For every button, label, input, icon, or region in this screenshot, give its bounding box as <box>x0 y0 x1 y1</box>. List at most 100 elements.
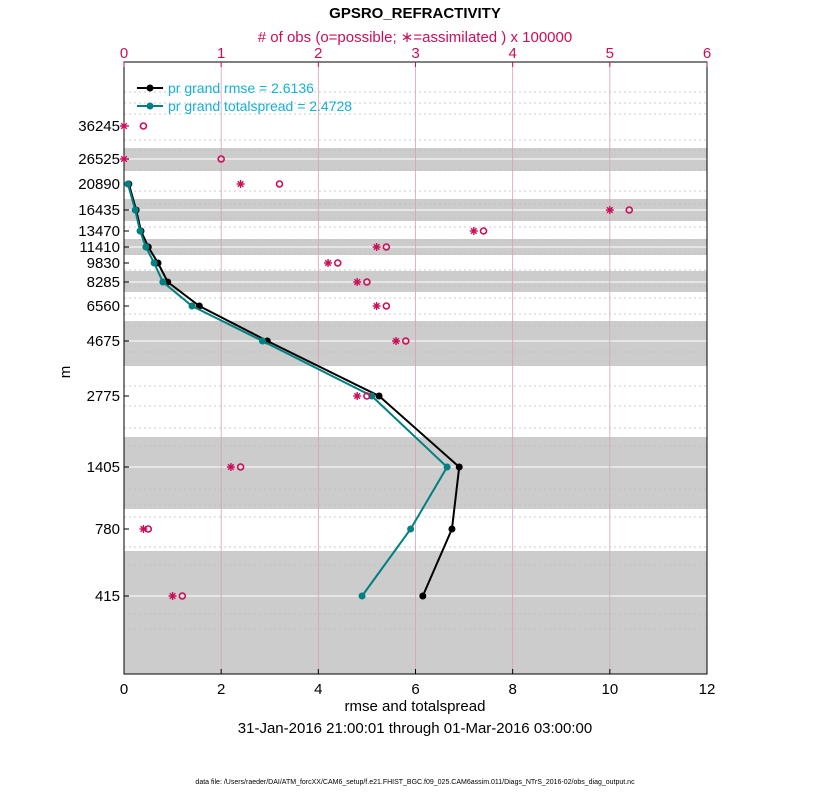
x-tick-label-6: 12 <box>699 681 716 698</box>
obs-assimilated-13 <box>168 592 177 600</box>
asterisk-stroke-3 <box>373 243 380 251</box>
data-file-footer: data file: /Users/raeder/DAI/ATM_forcXX/… <box>195 779 635 786</box>
y-tick-label-4: 13470 <box>78 223 120 240</box>
y-tick-label-8: 6560 <box>87 298 120 315</box>
series-0-point-11 <box>455 463 463 471</box>
obs-possible-8 <box>382 302 391 310</box>
y-tick-label-0: 36245 <box>78 118 120 135</box>
y-tick-label-6: 9830 <box>87 255 120 272</box>
x-axis-label: rmse and totalspread <box>345 698 486 715</box>
obs-possible-10 <box>363 392 371 400</box>
axis-ticks: 0 2 4 6 8 10 120 1 2 3 4 5 6362452652520890164351347… <box>78 45 715 698</box>
legend-spread-marker <box>146 102 154 110</box>
series-0-point-13 <box>419 592 427 600</box>
y-tick-label-13: 415 <box>95 588 120 605</box>
legend-spread-label: pr grand totalspread = 2.4728 <box>168 98 352 114</box>
obs-markers <box>120 122 634 600</box>
y-tick-label-7: 8285 <box>87 274 120 291</box>
obs-possible-4 <box>479 227 488 235</box>
series-1-point-9 <box>258 337 266 345</box>
top-tick-label-0: 0 <box>120 45 128 62</box>
obs-zero-assimilated-0 <box>120 122 128 130</box>
asterisk-stroke-3 <box>120 122 128 130</box>
obs-assimilated-4 <box>469 227 478 235</box>
chart-title: GPSRO_REFRACTIVITY <box>329 5 501 22</box>
asterisk-stroke-3 <box>324 259 332 267</box>
y-tick-label-12: 780 <box>95 521 120 538</box>
obs-possible-2 <box>275 180 284 188</box>
asterisk-stroke-3 <box>606 206 614 214</box>
x-tick-label-5: 10 <box>601 681 618 698</box>
series-1-point-3 <box>131 206 139 214</box>
x-tick-label-0: 0 <box>120 681 128 698</box>
obs-zero-assimilated-1 <box>120 155 128 163</box>
x-tick-label-2: 4 <box>314 681 322 698</box>
obs-assimilated-9 <box>392 337 401 345</box>
top-tick-label-4: 4 <box>508 45 516 62</box>
y-tick-label-11: 1405 <box>87 459 120 476</box>
series-1-point-11 <box>443 463 451 471</box>
obs-assimilated-6 <box>324 259 333 267</box>
series-1-point-13 <box>358 592 366 600</box>
obs-assimilated-7 <box>353 278 362 286</box>
asterisk-stroke-3 <box>140 525 147 533</box>
series-line-1 <box>126 183 449 597</box>
series-0-point-12 <box>448 525 456 533</box>
series-1-point-7 <box>159 278 167 286</box>
obs-assimilated-10 <box>353 392 362 400</box>
y-tick-label-5: 11410 <box>79 239 120 256</box>
obs-possible-13 <box>178 592 187 600</box>
y-tick-label-9: 4675 <box>87 333 120 350</box>
obs-possible-7 <box>363 278 371 286</box>
obs-possible-6 <box>333 259 342 267</box>
y-tick-label-2: 20890 <box>78 176 120 193</box>
x-tick-label-4: 8 <box>508 681 516 698</box>
y-tick-label-10: 2775 <box>87 388 120 405</box>
asterisk-stroke-3 <box>227 463 235 471</box>
series-1-point-12 <box>407 525 415 533</box>
series-lines <box>124 180 463 600</box>
legend: pr grand rmse = 2.6136 pr grand totalspr… <box>137 80 352 114</box>
series-1-point-2 <box>124 180 132 188</box>
top-tick-label-1: 1 <box>217 45 225 62</box>
series-1-point-5 <box>142 243 150 251</box>
obs-possible-3 <box>625 206 634 214</box>
top-tick-label-6: 6 <box>703 45 711 62</box>
y-tick-label-3: 16435 <box>78 202 120 219</box>
series-1-point-8 <box>188 302 196 310</box>
top-tick-label-3: 3 <box>411 45 419 62</box>
obs-possible-0 <box>139 122 148 130</box>
asterisk-stroke-3 <box>470 227 478 235</box>
x-tick-label-1: 2 <box>217 681 225 698</box>
obs-assimilated-3 <box>605 206 614 214</box>
series-1-point-4 <box>136 227 144 235</box>
obs-assimilated-2 <box>236 180 245 188</box>
obs-assimilated-11 <box>226 463 235 471</box>
top-tick-label-5: 5 <box>606 45 614 62</box>
top-axis-label: # of obs (o=possible; ∗=assimilated ) x … <box>258 29 572 46</box>
obs-possible-9 <box>401 337 410 345</box>
series-1-point-6 <box>150 259 158 267</box>
y-tick-label-1: 26525 <box>78 151 120 168</box>
obs-assimilated-5 <box>372 243 381 251</box>
legend-rmse-marker <box>146 84 154 92</box>
obs-assimilated-8 <box>372 302 381 310</box>
top-tick-label-2: 2 <box>314 45 322 62</box>
x-tick-label-3: 6 <box>411 681 419 698</box>
y-axis-label: m <box>57 366 74 379</box>
asterisk-stroke-3 <box>353 392 361 400</box>
asterisk-stroke-3 <box>392 337 400 345</box>
asterisk-stroke-3 <box>373 302 380 310</box>
obs-possible-11 <box>236 463 245 471</box>
legend-rmse-label: pr grand rmse = 2.6136 <box>168 80 314 96</box>
asterisk-stroke-3 <box>353 278 361 286</box>
obs-possible-5 <box>382 243 391 251</box>
asterisk-stroke-3 <box>169 592 176 600</box>
asterisk-stroke-3 <box>237 180 244 188</box>
obs-possible-1 <box>217 155 225 163</box>
obs-assimilated-12 <box>139 525 148 533</box>
asterisk-stroke-3 <box>120 155 128 163</box>
date-range: 31-Jan-2016 21:00:01 through 01-Mar-2016… <box>238 720 592 737</box>
series-0-point-10 <box>375 392 383 400</box>
